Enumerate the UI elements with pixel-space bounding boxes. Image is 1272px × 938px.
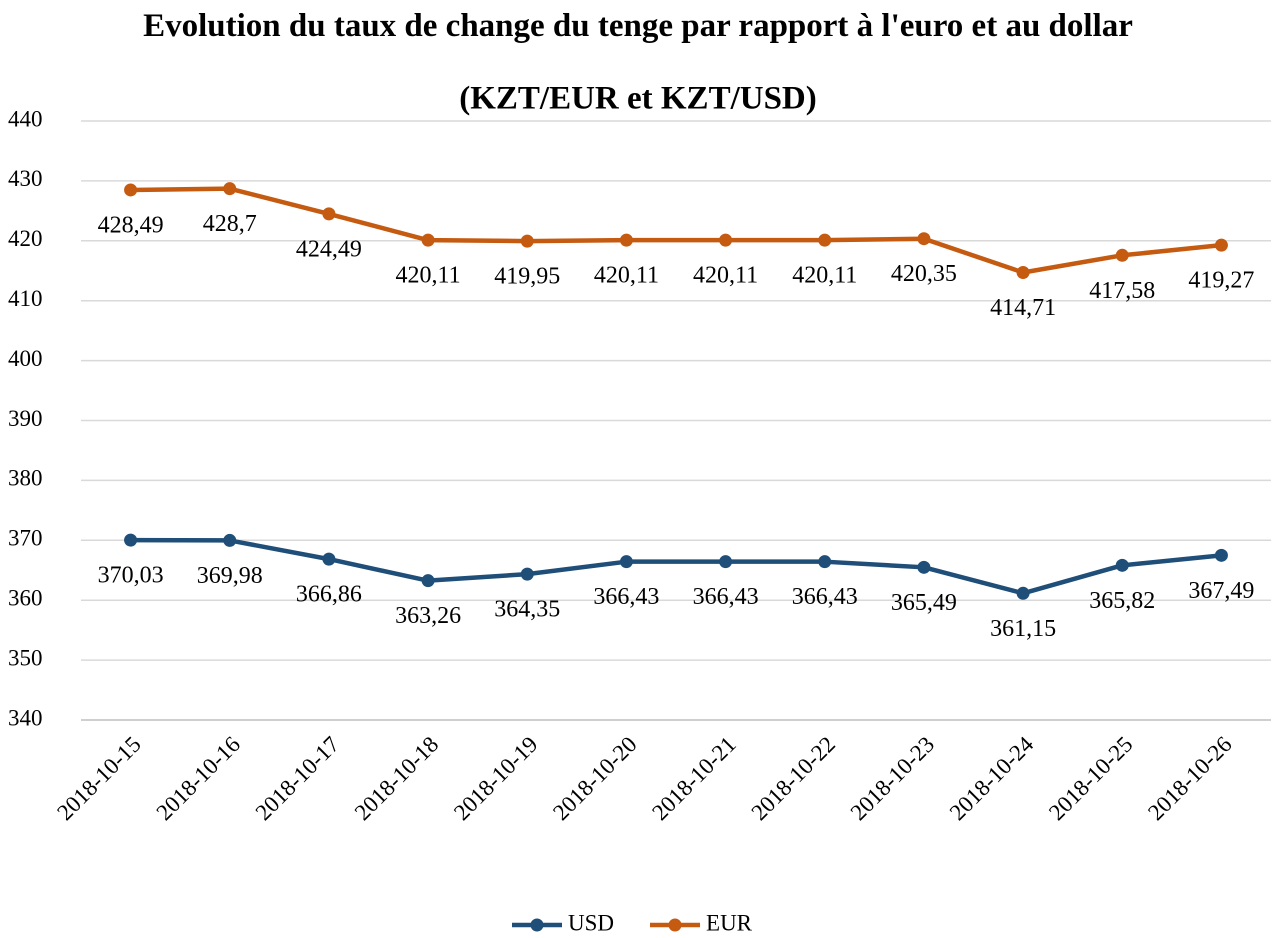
data-point — [1214, 238, 1228, 252]
x-tick-label: 2018-10-19 — [449, 732, 543, 826]
x-tick-label: 2018-10-20 — [548, 732, 642, 826]
x-tick-label: 2018-10-22 — [746, 732, 840, 826]
y-tick-label: 400 — [8, 346, 43, 371]
data-label: 420,11 — [594, 263, 659, 289]
data-point — [322, 207, 336, 221]
data-point — [917, 232, 931, 246]
data-label: 364,35 — [494, 597, 560, 623]
x-tick-label: 2018-10-16 — [151, 732, 245, 826]
series-line — [130, 537, 1222, 596]
data-point — [520, 567, 534, 581]
x-tick-label: 2018-10-21 — [647, 732, 741, 826]
data-point — [818, 233, 832, 247]
data-point — [124, 183, 138, 197]
data-point — [421, 574, 435, 588]
data-label: 414,71 — [990, 295, 1056, 321]
data-label: 366,43 — [593, 584, 659, 610]
data-label: 366,43 — [693, 584, 759, 610]
data-point — [619, 233, 633, 247]
y-tick-label: 440 — [8, 106, 43, 131]
y-tick-label: 390 — [8, 406, 43, 431]
data-point — [421, 233, 435, 247]
y-tick-label: 340 — [8, 705, 43, 730]
data-point — [1214, 548, 1228, 562]
data-label: 363,26 — [395, 603, 461, 629]
legend-marker — [668, 918, 682, 932]
data-point — [1016, 265, 1030, 279]
data-label: 365,82 — [1089, 588, 1155, 614]
data-label: 417,58 — [1089, 278, 1155, 304]
data-label: 366,43 — [792, 584, 858, 610]
data-label: 428,7 — [203, 211, 257, 237]
data-point — [818, 555, 832, 569]
data-label: 367,49 — [1188, 578, 1254, 604]
legend-marker — [530, 918, 544, 932]
x-tick-label: 2018-10-17 — [251, 732, 345, 826]
data-point — [719, 233, 733, 247]
data-label: 424,49 — [296, 236, 362, 262]
data-label: 370,03 — [98, 563, 164, 589]
chart-title: Evolution du taux de change du tenge par… — [143, 8, 1133, 44]
y-tick-label: 360 — [8, 585, 43, 610]
data-point — [322, 552, 336, 566]
data-point — [1115, 248, 1129, 262]
data-point — [619, 555, 633, 569]
data-point — [1115, 558, 1129, 572]
y-tick-label: 380 — [8, 466, 43, 491]
data-label: 369,98 — [197, 563, 263, 589]
data-label: 420,11 — [693, 263, 758, 289]
x-tick-label: 2018-10-26 — [1143, 732, 1237, 826]
data-label: 420,35 — [891, 261, 957, 287]
y-tick-label: 410 — [8, 286, 43, 311]
data-point — [917, 560, 931, 574]
x-tick-label: 2018-10-18 — [350, 732, 444, 826]
legend-label: USD — [568, 910, 614, 935]
data-point — [223, 533, 237, 547]
x-tick-label: 2018-10-23 — [846, 732, 940, 826]
data-point — [223, 182, 237, 196]
y-tick-label: 350 — [8, 645, 43, 670]
data-label: 428,49 — [98, 212, 164, 238]
x-tick-label: 2018-10-15 — [52, 732, 146, 826]
data-label: 419,95 — [494, 264, 560, 290]
data-label: 366,86 — [296, 582, 362, 608]
data-point — [1016, 586, 1030, 600]
chart-subtitle: (KZT/EUR et KZT/USD) — [459, 81, 817, 117]
x-tick-label: 2018-10-25 — [1044, 732, 1138, 826]
data-label: 420,11 — [792, 263, 857, 289]
y-tick-label: 430 — [8, 166, 43, 191]
data-label: 361,15 — [990, 616, 1056, 642]
data-label: 419,27 — [1188, 268, 1254, 294]
x-tick-label: 2018-10-24 — [945, 731, 1039, 825]
data-point — [719, 555, 733, 569]
data-label: 420,11 — [396, 263, 461, 289]
y-tick-label: 370 — [8, 526, 43, 551]
series-line — [130, 186, 1222, 275]
data-point — [520, 234, 534, 248]
data-point — [124, 533, 138, 547]
legend-label: EUR — [706, 910, 753, 935]
y-tick-label: 420 — [8, 226, 43, 251]
data-label: 365,49 — [891, 590, 957, 616]
